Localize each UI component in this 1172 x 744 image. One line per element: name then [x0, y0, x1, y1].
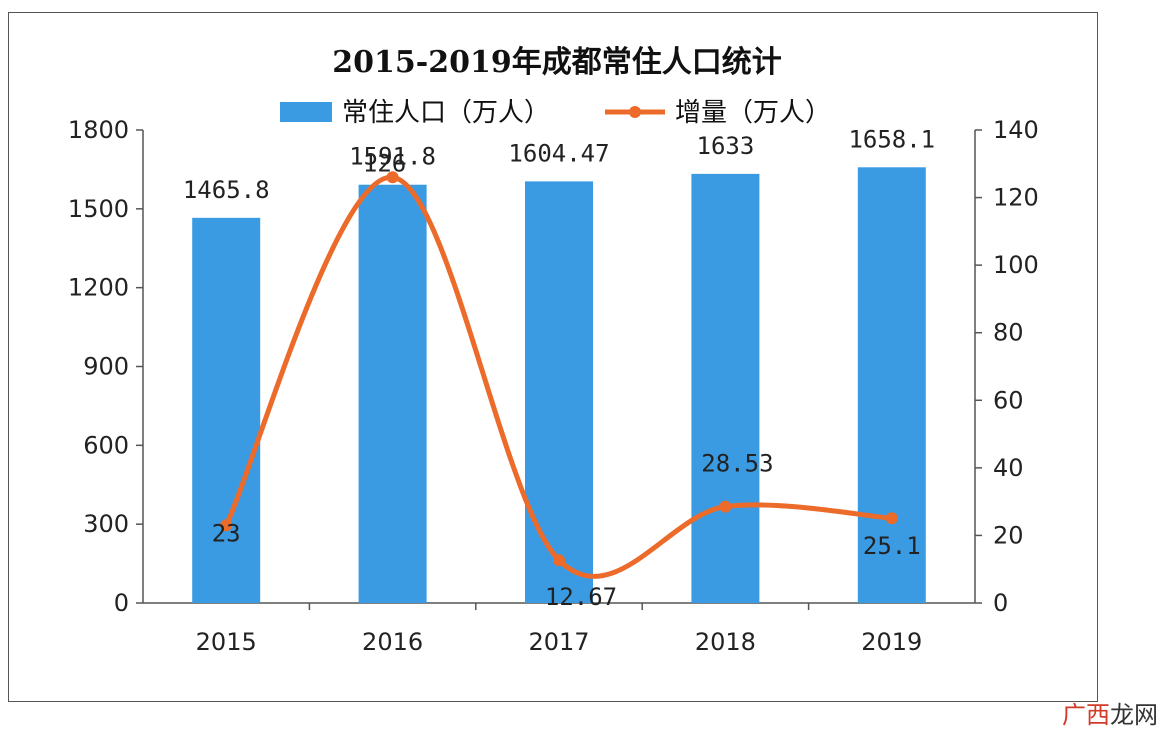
- bar: [192, 217, 261, 604]
- y-left-tick-label: 600: [83, 431, 129, 459]
- y-right-tick-label: 100: [993, 251, 1039, 279]
- x-tick-label: 2017: [528, 628, 589, 656]
- line-point: [220, 519, 233, 532]
- y-left-tick-label: 0: [114, 589, 129, 617]
- watermark-part2: 龙网: [1110, 701, 1158, 729]
- y-right-tick-label: 40: [993, 454, 1024, 482]
- y-right-tick-label: 0: [993, 589, 1008, 617]
- line-point: [553, 554, 565, 567]
- y-right-tick-label: 20: [993, 521, 1024, 549]
- legend-bar-label: 常住人口（万人）: [342, 98, 550, 128]
- bar: [525, 181, 593, 604]
- bar-data-label: 1591.8: [349, 143, 436, 171]
- watermark-part1: 广西: [1062, 701, 1110, 729]
- legend: 常住人口（万人） 增量（万人）: [280, 98, 831, 128]
- y-right-tick-label: 140: [993, 116, 1039, 144]
- chart-frame: [8, 12, 1098, 702]
- axes: 0 300 600 900 1200 1500 1800 0 20 40 60 80 100 120 140…: [68, 116, 1039, 656]
- line-point: [885, 512, 898, 525]
- bar: [691, 173, 760, 603]
- bar-data-labels: 1465.8 1591.8 1604.47 1633 1658.1: [183, 125, 935, 204]
- line-data-label: 28.53: [701, 450, 773, 478]
- y-left-tick-label: 1800: [68, 116, 129, 144]
- x-tick-label: 2018: [695, 628, 756, 656]
- bar-data-label: 1658.1: [848, 125, 935, 153]
- line-point: [386, 171, 399, 184]
- line-data-label: 12.67: [545, 583, 617, 611]
- y-left-tick-label: 300: [83, 510, 129, 538]
- watermark: 广西龙网: [1062, 695, 1158, 730]
- legend-line-marker: [629, 106, 641, 118]
- line-data-label: 126: [363, 149, 406, 177]
- line-data-label: 25.1: [863, 532, 921, 560]
- line-data-labels: 23 126 12.67 28.53 25.1: [212, 149, 921, 611]
- line-data-label: 23: [212, 519, 241, 547]
- bar: [857, 167, 926, 604]
- x-tick-label: 2016: [362, 628, 423, 656]
- legend-bar-swatch: [280, 102, 332, 122]
- bar: [358, 184, 427, 603]
- y-right-tick-label: 120: [993, 184, 1039, 212]
- y-right-tick-label: 80: [993, 319, 1024, 347]
- legend-line-label: 增量（万人）: [675, 98, 831, 128]
- line-point: [719, 500, 732, 513]
- bar-data-label: 1604.47: [508, 139, 609, 167]
- y-left-tick-label: 900: [83, 353, 129, 381]
- y-left-tick-label: 1500: [68, 195, 129, 223]
- chart-title: 2015-2019年成都常住人口统计: [332, 45, 781, 80]
- x-tick-label: 2015: [196, 628, 257, 656]
- y-right-tick-label: 60: [993, 386, 1024, 414]
- bar-data-label: 1465.8: [183, 176, 270, 204]
- line-path: [223, 174, 895, 579]
- bars: [192, 167, 926, 604]
- bar-data-label: 1633: [697, 132, 755, 160]
- x-tick-label: 2019: [861, 628, 922, 656]
- y-left-tick-label: 1200: [68, 274, 129, 302]
- line-series: [220, 171, 898, 579]
